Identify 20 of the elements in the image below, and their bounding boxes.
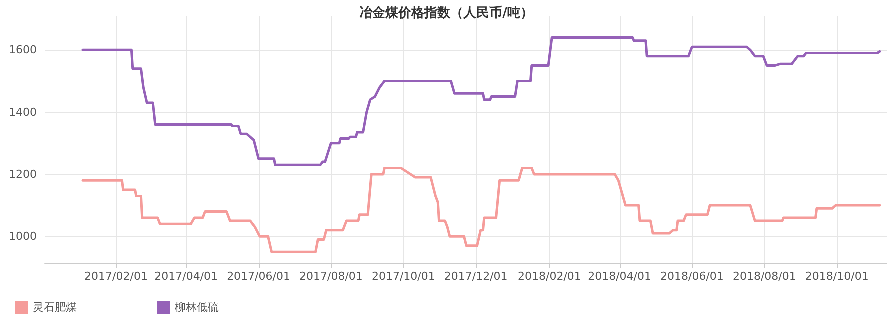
y-tick-label: 1600 [9, 44, 37, 57]
x-tick-label: 2018/08/01 [732, 270, 796, 283]
x-tick-label: 2018/02/01 [518, 270, 582, 283]
x-tick-label: 2017/06/01 [227, 270, 290, 283]
x-tick-label: 2017/12/01 [444, 270, 508, 283]
y-tick-label: 1200 [9, 168, 37, 181]
chart-title: 冶金煤价格指数（人民币/吨） [360, 5, 534, 21]
y-tick-label: 1000 [9, 230, 37, 244]
line-series [82, 36, 882, 166]
x-tick-label: 2017/08/01 [300, 270, 363, 283]
x-tick-label: 2017/10/01 [372, 270, 436, 283]
legend-label: 灵石肥煤 [33, 301, 77, 314]
x-tick-label: 2017/04/01 [154, 270, 218, 283]
x-tick-label: 2018/10/01 [805, 270, 869, 283]
x-tick-label: 2018/04/01 [588, 270, 652, 283]
x-tick-label: 2018/06/01 [660, 270, 724, 283]
x-tick-label: 2017/02/01 [84, 270, 148, 283]
legend-label: 柳林低硫 [175, 301, 219, 314]
line-series [82, 166, 882, 254]
y-tick-label: 1400 [9, 106, 37, 119]
